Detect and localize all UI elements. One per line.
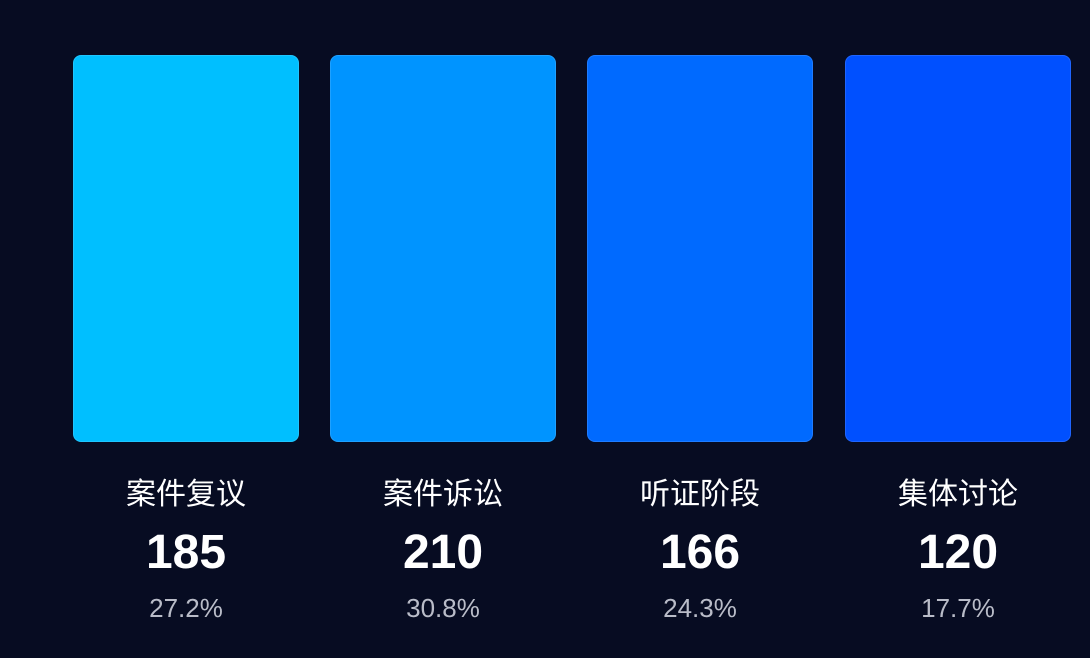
value-label: 166 [659,526,741,579]
category-label: 案件复议 [126,477,246,512]
percentage-label: 27.2% [149,593,223,623]
percentage-label: 24.3% [663,593,737,623]
category-label: 集体讨论 [898,477,1018,512]
percentage-label: 30.8% [406,593,480,623]
category-label: 听证阶段 [640,477,760,512]
category-tile [73,55,299,442]
value-label: 120 [917,526,999,579]
percentage-label: 17.7% [921,593,995,623]
value-label: 210 [402,526,484,579]
category-tile [845,55,1071,442]
category-tile [330,55,556,442]
category-label: 案件诉讼 [383,477,503,512]
category-tile [587,55,813,442]
value-label: 185 [145,526,227,579]
